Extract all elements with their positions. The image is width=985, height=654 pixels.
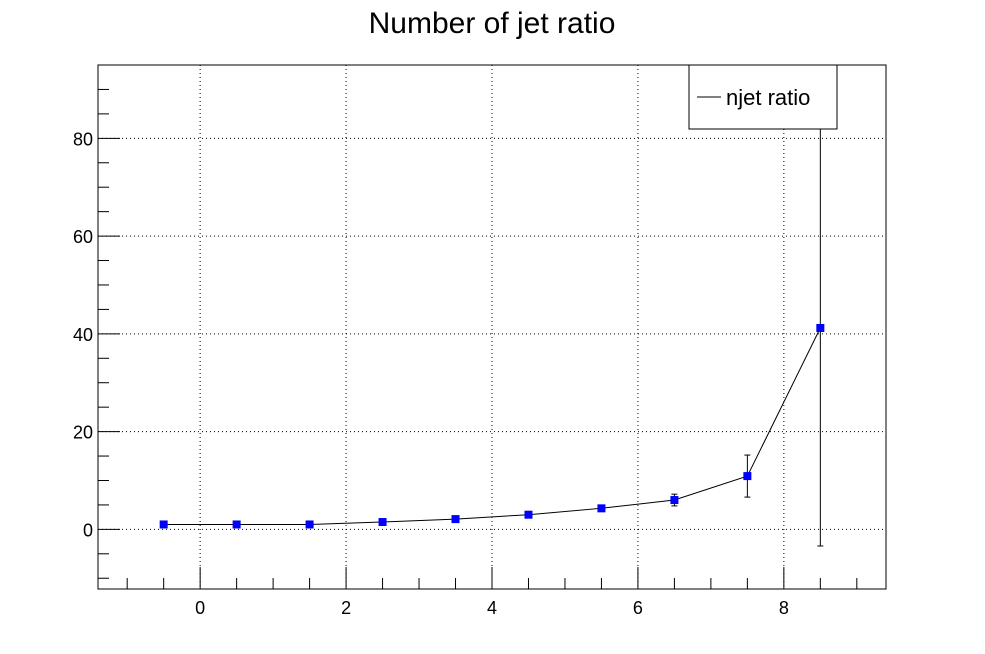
y-tick-label: 80 — [73, 129, 93, 149]
grid — [98, 65, 886, 589]
data-point — [670, 496, 679, 505]
chart-title: Number of jet ratio — [369, 7, 616, 40]
data-point — [597, 504, 606, 513]
y-tick-label: 20 — [73, 423, 93, 443]
x-tick-label: 2 — [341, 598, 351, 618]
data-point — [451, 515, 460, 524]
y-tick-label: 60 — [73, 227, 93, 247]
plot-frame — [97, 64, 887, 590]
x-tick-label: 4 — [487, 598, 497, 618]
legend-label: njet ratio — [726, 85, 810, 110]
data-point — [232, 520, 241, 529]
x-tick-label: 6 — [633, 598, 643, 618]
data-point — [305, 520, 314, 529]
x-tick-label: 8 — [779, 598, 789, 618]
data-point — [159, 520, 168, 529]
legend: njet ratio — [688, 64, 838, 130]
series-line — [163, 327, 821, 525]
x-tick-label: 0 — [195, 598, 205, 618]
y-tick-label: 0 — [83, 520, 93, 540]
data-series — [159, 109, 825, 547]
y-tick-label: 40 — [73, 325, 93, 345]
data-point — [378, 518, 387, 527]
data-point — [524, 510, 533, 519]
data-point — [743, 472, 752, 481]
data-point — [816, 323, 825, 332]
